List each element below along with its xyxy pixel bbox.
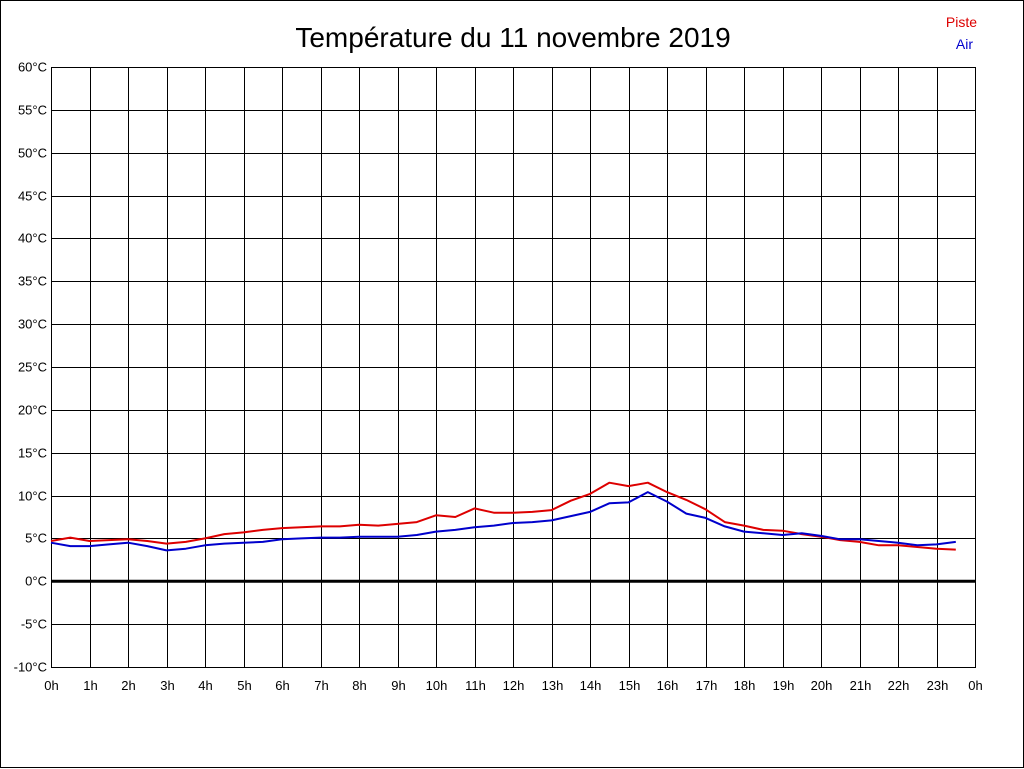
x-tick-label: 19h: [773, 678, 795, 693]
y-tick-label: 25°C: [18, 360, 47, 375]
plot-border: [51, 67, 976, 668]
y-tick-label: -10°C: [14, 660, 47, 675]
x-tick-label: 7h: [314, 678, 328, 693]
x-tick-label: 18h: [734, 678, 756, 693]
x-tick-label: 15h: [619, 678, 641, 693]
y-tick-label: 10°C: [18, 489, 47, 504]
x-tick-label: 0h: [968, 678, 982, 693]
x-tick-label: 12h: [503, 678, 525, 693]
y-tick-label: 5°C: [25, 531, 47, 546]
x-axis-labels: 0h 1h 2h 3h 4h 5h 6h 7h 8h 9h 10h 11h 12h 13h 14h 15h 16…: [44, 678, 982, 693]
x-tick-label: 8h: [352, 678, 366, 693]
x-tick-label: 22h: [888, 678, 910, 693]
series-line-air: [50, 491, 956, 552]
chart-title: Température du 11 novembre 2019: [295, 22, 730, 53]
y-tick-label: 20°C: [18, 403, 47, 418]
x-tick-label: 21h: [850, 678, 872, 693]
y-tick-label: 45°C: [18, 189, 47, 204]
grid: [51, 67, 976, 668]
x-tick-label: 13h: [542, 678, 564, 693]
x-tick-label: 5h: [237, 678, 251, 693]
y-tick-label: 15°C: [18, 446, 47, 461]
y-tick-label: 40°C: [18, 231, 47, 246]
x-tick-label: 11h: [465, 678, 486, 693]
y-tick-label: -5°C: [21, 617, 47, 632]
legend-air: Air: [956, 36, 973, 52]
x-tick-label: 4h: [198, 678, 212, 693]
x-tick-label: 9h: [391, 678, 405, 693]
x-tick-label: 0h: [44, 678, 58, 693]
y-tick-label: 0°C: [25, 574, 47, 589]
x-tick-label: 10h: [426, 678, 448, 693]
y-tick-label: 55°C: [18, 103, 47, 118]
x-tick-label: 1h: [83, 678, 97, 693]
y-tick-label: 60°C: [18, 60, 47, 75]
x-tick-label: 16h: [657, 678, 679, 693]
x-tick-label: 23h: [927, 678, 949, 693]
series-layer: [50, 481, 956, 552]
y-tick-label: 35°C: [18, 274, 47, 289]
x-tick-label: 3h: [160, 678, 174, 693]
y-tick-label: 30°C: [18, 317, 47, 332]
x-tick-label: 14h: [580, 678, 602, 693]
series-line-piste: [50, 481, 956, 551]
legend-piste: Piste: [946, 14, 977, 30]
x-tick-label: 2h: [121, 678, 135, 693]
y-axis-labels: -10°C -5°C 0°C 5°C 10°C 15°C 20°C 25°C 30°C 35°C 4…: [14, 60, 47, 675]
y-tick-label: 50°C: [18, 146, 47, 161]
x-tick-label: 6h: [275, 678, 289, 693]
x-tick-label: 20h: [811, 678, 833, 693]
x-tick-label: 17h: [696, 678, 718, 693]
